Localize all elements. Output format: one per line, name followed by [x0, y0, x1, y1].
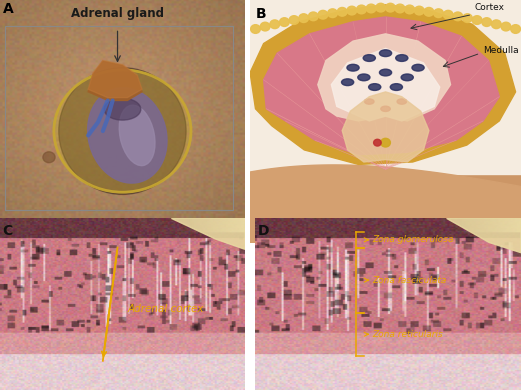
Bar	[5, 26, 232, 210]
Polygon shape	[88, 60, 142, 98]
Polygon shape	[264, 17, 499, 155]
Text: Medulla: Medulla	[483, 46, 519, 55]
Bar	[250, 174, 521, 242]
Circle shape	[318, 11, 328, 19]
Ellipse shape	[368, 84, 381, 90]
Ellipse shape	[88, 88, 167, 183]
Ellipse shape	[363, 55, 375, 61]
Circle shape	[395, 4, 405, 13]
Circle shape	[280, 18, 289, 27]
Circle shape	[251, 25, 260, 34]
Circle shape	[54, 70, 191, 192]
Circle shape	[43, 152, 55, 163]
Ellipse shape	[397, 99, 406, 104]
Circle shape	[443, 11, 453, 19]
Circle shape	[374, 139, 381, 146]
Text: Zona fasciculata: Zona fasciculata	[372, 276, 446, 285]
Circle shape	[270, 20, 280, 28]
Ellipse shape	[342, 79, 354, 85]
Circle shape	[328, 9, 338, 18]
Ellipse shape	[104, 98, 141, 120]
Polygon shape	[342, 92, 429, 162]
Ellipse shape	[396, 55, 408, 61]
Ellipse shape	[379, 50, 392, 57]
Circle shape	[289, 16, 299, 25]
Circle shape	[414, 6, 424, 15]
Circle shape	[472, 16, 482, 25]
Text: Adrenal gland: Adrenal gland	[71, 7, 164, 20]
Circle shape	[260, 22, 270, 31]
Ellipse shape	[358, 74, 370, 81]
Circle shape	[299, 14, 308, 23]
Text: Cortex: Cortex	[475, 3, 505, 12]
Polygon shape	[331, 48, 440, 121]
Text: Zona glomerulosa: Zona glomerulosa	[372, 235, 454, 245]
Circle shape	[463, 14, 473, 23]
Ellipse shape	[401, 74, 413, 81]
Ellipse shape	[347, 64, 359, 71]
Ellipse shape	[381, 106, 390, 112]
Circle shape	[356, 5, 366, 14]
Polygon shape	[446, 218, 521, 253]
Circle shape	[433, 9, 443, 18]
Circle shape	[491, 20, 501, 28]
Circle shape	[337, 7, 347, 16]
Ellipse shape	[379, 69, 392, 76]
Circle shape	[511, 25, 520, 34]
Text: B: B	[255, 7, 266, 21]
Text: Zona reticularis: Zona reticularis	[372, 330, 443, 339]
Text: A: A	[3, 2, 13, 16]
Bar	[250, 0, 521, 174]
Circle shape	[501, 22, 511, 31]
Text: Adrenal cortex: Adrenal cortex	[127, 304, 204, 314]
Circle shape	[366, 4, 376, 13]
Ellipse shape	[119, 105, 155, 166]
Circle shape	[453, 12, 463, 21]
Polygon shape	[318, 34, 451, 121]
Circle shape	[376, 3, 386, 12]
Polygon shape	[88, 61, 142, 101]
Text: C: C	[3, 223, 13, 238]
Ellipse shape	[390, 84, 403, 90]
Ellipse shape	[59, 68, 186, 194]
Circle shape	[405, 5, 415, 14]
Circle shape	[347, 6, 357, 15]
Circle shape	[386, 3, 395, 12]
Text: D: D	[258, 223, 269, 238]
Polygon shape	[171, 218, 245, 249]
Circle shape	[424, 7, 434, 16]
Circle shape	[308, 12, 318, 21]
Ellipse shape	[412, 64, 424, 71]
Polygon shape	[250, 5, 516, 165]
Circle shape	[482, 18, 491, 27]
Circle shape	[381, 138, 390, 147]
Ellipse shape	[365, 99, 374, 104]
